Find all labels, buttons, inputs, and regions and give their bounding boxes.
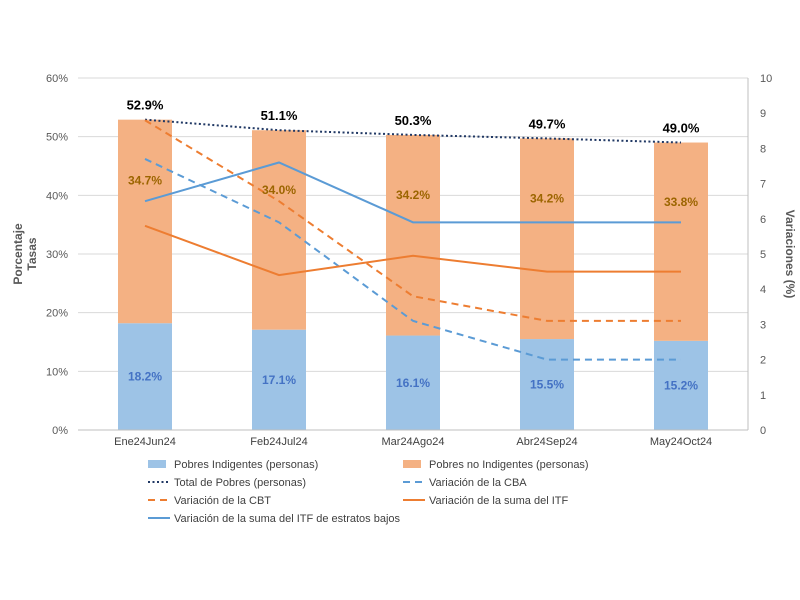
legend-label: Variación de la suma del ITF — [429, 495, 568, 507]
data-label-no-indigentes: 34.2% — [530, 192, 564, 206]
y-right-tick-label: 7 — [760, 179, 766, 191]
y-right-tick-label: 3 — [760, 319, 766, 331]
data-label-no-indigentes: 33.8% — [664, 195, 698, 209]
line-variacion-de-la-suma-del-itf-de-estratos-bajos — [144, 161, 681, 224]
y-left-tick-label: 60% — [46, 73, 68, 85]
line-variacion-de-la-suma-del-itf — [144, 224, 681, 277]
x-tick-label: Feb24Jul24 — [250, 436, 308, 448]
stacked-bars — [118, 119, 708, 430]
y-right-tick-label: 0 — [760, 425, 766, 437]
y-right-tick-label: 8 — [760, 143, 766, 155]
y-axis-left-title-line2: Tasas — [25, 237, 39, 270]
y-right-tick-label: 5 — [760, 249, 766, 261]
legend-label: Variación de la suma del ITF de estratos… — [174, 513, 401, 525]
y-axis-right-title: Variaciones (%) — [783, 210, 797, 299]
y-left-tick-label: 10% — [46, 366, 68, 378]
data-label-no-indigentes: 34.7% — [128, 174, 162, 188]
y-right-tick-label: 4 — [760, 284, 766, 296]
legend-label: Pobres no Indigentes (personas) — [429, 459, 589, 471]
x-tick-label: Mar24Ago24 — [382, 436, 445, 448]
legend-label: Total de Pobres (personas) — [174, 477, 306, 489]
y-left-tick-label: 0% — [52, 425, 68, 437]
legend-label: Pobres Indigentes (personas) — [174, 459, 318, 471]
legend-swatch — [148, 460, 166, 468]
bar-pobres-no-indigentes — [118, 119, 172, 324]
x-tick-label: May24Oct24 — [650, 436, 712, 448]
data-label-indigentes: 18.2% — [128, 370, 162, 384]
series-lines — [144, 118, 682, 361]
legend-label: Variación de la CBA — [429, 477, 527, 489]
data-labels: 18.2% 17.1% 16.1% 15.5% 15.2% 34.7% 34.0% 34.2%… — [127, 98, 700, 393]
legend-swatch — [403, 460, 421, 468]
data-label-indigentes: 15.5% — [530, 378, 564, 392]
data-label-total: 49.0% — [663, 121, 700, 136]
bar-pobres-indigentes — [252, 329, 306, 430]
bar-pobres-indigentes — [386, 335, 440, 430]
bar-pobres-indigentes — [654, 340, 708, 430]
data-label-total: 49.7% — [529, 116, 566, 131]
data-label-no-indigentes: 34.2% — [396, 188, 430, 202]
bar-pobres-no-indigentes — [520, 138, 574, 340]
axes: 0% 10% 20% 30% 40% 50% 60% 0 1 2 3 4 5 6 7 8 9 10 Ene24Jun… — [46, 73, 772, 448]
data-label-total: 50.3% — [395, 113, 432, 128]
bar-pobres-no-indigentes — [654, 142, 708, 341]
x-tick-label: Ene24Jun24 — [114, 436, 176, 448]
y-left-tick-label: 50% — [46, 132, 68, 144]
x-tick-label: Abr24Sep24 — [516, 436, 577, 448]
data-label-indigentes: 15.2% — [664, 378, 698, 392]
y-right-tick-label: 1 — [760, 390, 766, 402]
y-axis-left-title-line1: Porcentaje — [11, 223, 25, 285]
bar-pobres-no-indigentes — [386, 134, 440, 336]
data-label-no-indigentes: 34.0% — [262, 183, 296, 197]
data-label-total: 51.1% — [261, 108, 298, 123]
y-left-tick-label: 20% — [46, 308, 68, 320]
y-right-tick-label: 2 — [760, 355, 766, 367]
y-right-tick-label: 9 — [760, 108, 766, 120]
line-total-de-pobres-personas — [144, 118, 682, 144]
y-right-tick-label: 10 — [760, 73, 772, 85]
y-left-tick-label: 30% — [46, 249, 68, 261]
bar-pobres-indigentes — [118, 323, 172, 430]
bar-pobres-no-indigentes — [252, 130, 306, 330]
data-label-total: 52.9% — [127, 98, 164, 113]
legend: Pobres Indigentes (personas) Pobres no In… — [148, 459, 589, 525]
line-variacion-de-la-cba — [144, 158, 681, 361]
legend-label: Variación de la CBT — [174, 495, 271, 507]
data-label-indigentes: 16.1% — [396, 376, 430, 390]
y-left-tick-label: 40% — [46, 190, 68, 202]
data-label-indigentes: 17.1% — [262, 373, 296, 387]
y-right-tick-label: 6 — [760, 214, 766, 226]
